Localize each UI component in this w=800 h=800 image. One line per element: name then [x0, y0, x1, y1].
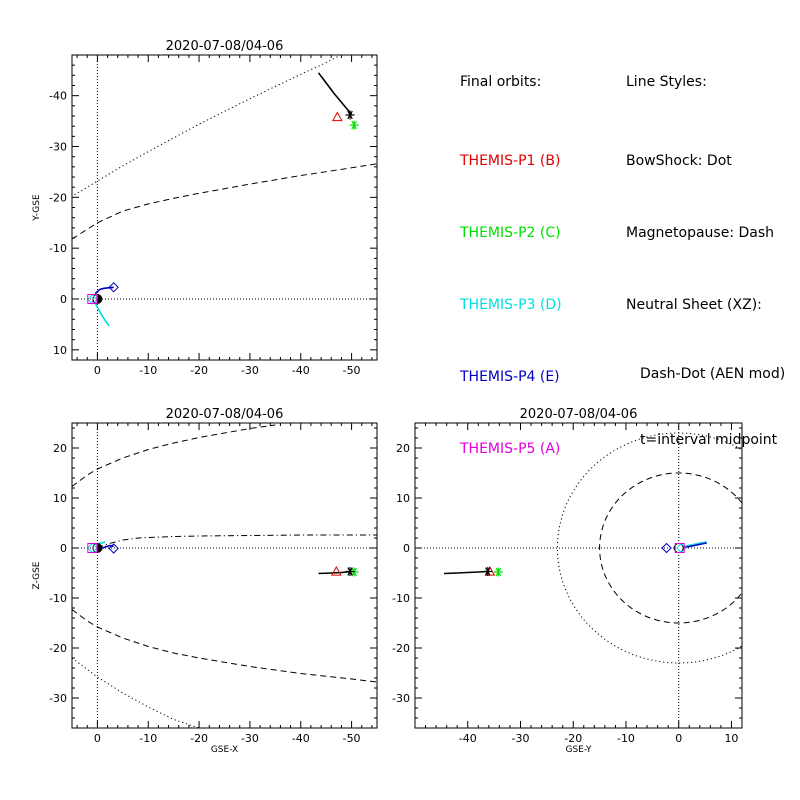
line-style-bowshock: BowShock: Dot [626, 153, 732, 169]
magnetopause-line [72, 163, 377, 240]
x-tick-label: -10 [139, 364, 157, 377]
x-tick-label: 0 [675, 732, 682, 745]
x-tick-label: 0 [94, 364, 101, 377]
plot-area [72, 55, 377, 360]
line-style-neutral-sheet-detail-1: Dash-Dot (AEN mod) [640, 366, 786, 382]
y-axis-label: Z-GSE [32, 561, 42, 589]
bowshock-south-line [72, 657, 200, 728]
y-tick-label: 10 [53, 492, 67, 505]
chart-title: 2020-07-08/04-06 [166, 407, 284, 422]
y-tick-label: -20 [49, 642, 67, 655]
marker-p1 [330, 565, 342, 576]
y-tick-label: -20 [49, 191, 67, 204]
x-tick-label: 10 [724, 732, 738, 745]
x-axis-label: GSE-Y [565, 745, 592, 755]
bowshock-line [74, 55, 340, 196]
y-tick-label: 20 [396, 442, 410, 455]
chart-title: 2020-07-08/04-06 [520, 407, 638, 422]
orbit-P1-P2-line [317, 72, 353, 116]
marker-p3 [108, 543, 119, 554]
x-tick-label: -50 [343, 364, 361, 377]
x-tick-label: -30 [241, 732, 259, 745]
y-tick-label: -10 [392, 592, 410, 605]
plot-frame [414, 422, 743, 729]
marker-p5 [674, 543, 685, 553]
x-tick-label: -50 [343, 732, 361, 745]
marker-p2 [493, 567, 503, 577]
x-tick-label: -10 [617, 732, 635, 745]
marker-p1-p2 [345, 567, 355, 576]
legend-entry-p5: THEMIS-P5 (A) [460, 441, 561, 457]
x-tick-label: -30 [511, 732, 529, 745]
legend-entry-p1: THEMIS-P1 (B) [460, 153, 561, 169]
y-tick-label: -10 [49, 242, 67, 255]
chart-title: 2020-07-08/04-06 [166, 39, 284, 54]
x-tick-label: 0 [94, 732, 101, 745]
orbit-P3-line [93, 300, 110, 327]
x-tick-label: -40 [459, 732, 477, 745]
plot-area [415, 423, 742, 728]
marker-p3 [108, 282, 119, 293]
marker-p1-p2 [345, 110, 355, 120]
y-tick-label: 0 [60, 293, 67, 306]
y-tick-label: -10 [49, 592, 67, 605]
y-tick-label: 10 [53, 344, 67, 357]
y-tick-label: -30 [49, 692, 67, 705]
line-style-neutral-sheet: Neutral Sheet (XZ): [626, 297, 762, 313]
y-tick-label: 0 [60, 542, 67, 555]
probe-legend: Final orbits: THEMIS-P1 (B) THEMIS-P2 (C… [460, 22, 562, 485]
magnetopause-north-line [72, 424, 276, 487]
marker-p5 [87, 294, 98, 304]
line-styles-heading: Line Styles: [626, 74, 707, 90]
y-tick-label: 10 [396, 492, 410, 505]
line-style-neutral-sheet-detail-2: t=interval midpoint [640, 432, 778, 448]
y-tick-label: 0 [403, 542, 410, 555]
marker-p3 [661, 542, 672, 554]
y-tick-label: -40 [49, 90, 67, 103]
orbit-P1-P2-line [443, 570, 488, 575]
magnetopause-south-line [72, 609, 377, 683]
y-tick-label: -30 [49, 141, 67, 154]
chart-panel-1: 2020-07-08/04-06 0 -10 -20 -30 -40 -50 10 0 -10 -2… [32, 39, 378, 377]
line-styles-legend: Line Styles: BowShock: Dot Magnetopause:… [626, 22, 785, 473]
marker-p1 [332, 111, 343, 122]
y-tick-label: -20 [392, 642, 410, 655]
legend-entry-p3: THEMIS-P3 (D) [460, 297, 562, 313]
y-tick-label: 20 [53, 442, 67, 455]
magnetopause-circle [599, 472, 742, 624]
x-tick-label: -30 [241, 364, 259, 377]
x-tick-label: -20 [564, 732, 582, 745]
y-tick-label: -30 [392, 692, 410, 705]
x-tick-label: -20 [190, 364, 208, 377]
earth-night-side-icon [97, 543, 102, 553]
marker-p4 [87, 294, 98, 305]
x-tick-label: -10 [139, 732, 157, 745]
x-tick-label: -40 [292, 732, 310, 745]
plot-frame [71, 422, 378, 729]
x-tick-label: -40 [292, 364, 310, 377]
marker-p2 [349, 120, 359, 130]
x-tick-label: -20 [190, 732, 208, 745]
probe-legend-heading: Final orbits: [460, 74, 542, 90]
chart-panel-3: 2020-07-08/04-06 -40 -30 -20 -10 0 10 -30 -20 -10… [392, 407, 743, 755]
x-axis-label: GSE-X [211, 745, 238, 755]
bowshock-circle [556, 432, 742, 664]
legend-entry-p2: THEMIS-P2 (C) [460, 225, 561, 241]
line-style-magnetopause: Magnetopause: Dash [626, 225, 775, 241]
y-axis-label: Y-GSE [32, 194, 42, 222]
earth-night-side-icon [97, 294, 102, 304]
chart-panel-2: 2020-07-08/04-06 0 -10 -20 -30 -40 -50 -30 -20 -1… [32, 407, 378, 755]
legend-entry-p4: THEMIS-P4 (E) [460, 369, 560, 385]
marker-p5 [87, 543, 98, 553]
marker-p1-p2 [483, 567, 493, 576]
plot-area [72, 423, 377, 728]
